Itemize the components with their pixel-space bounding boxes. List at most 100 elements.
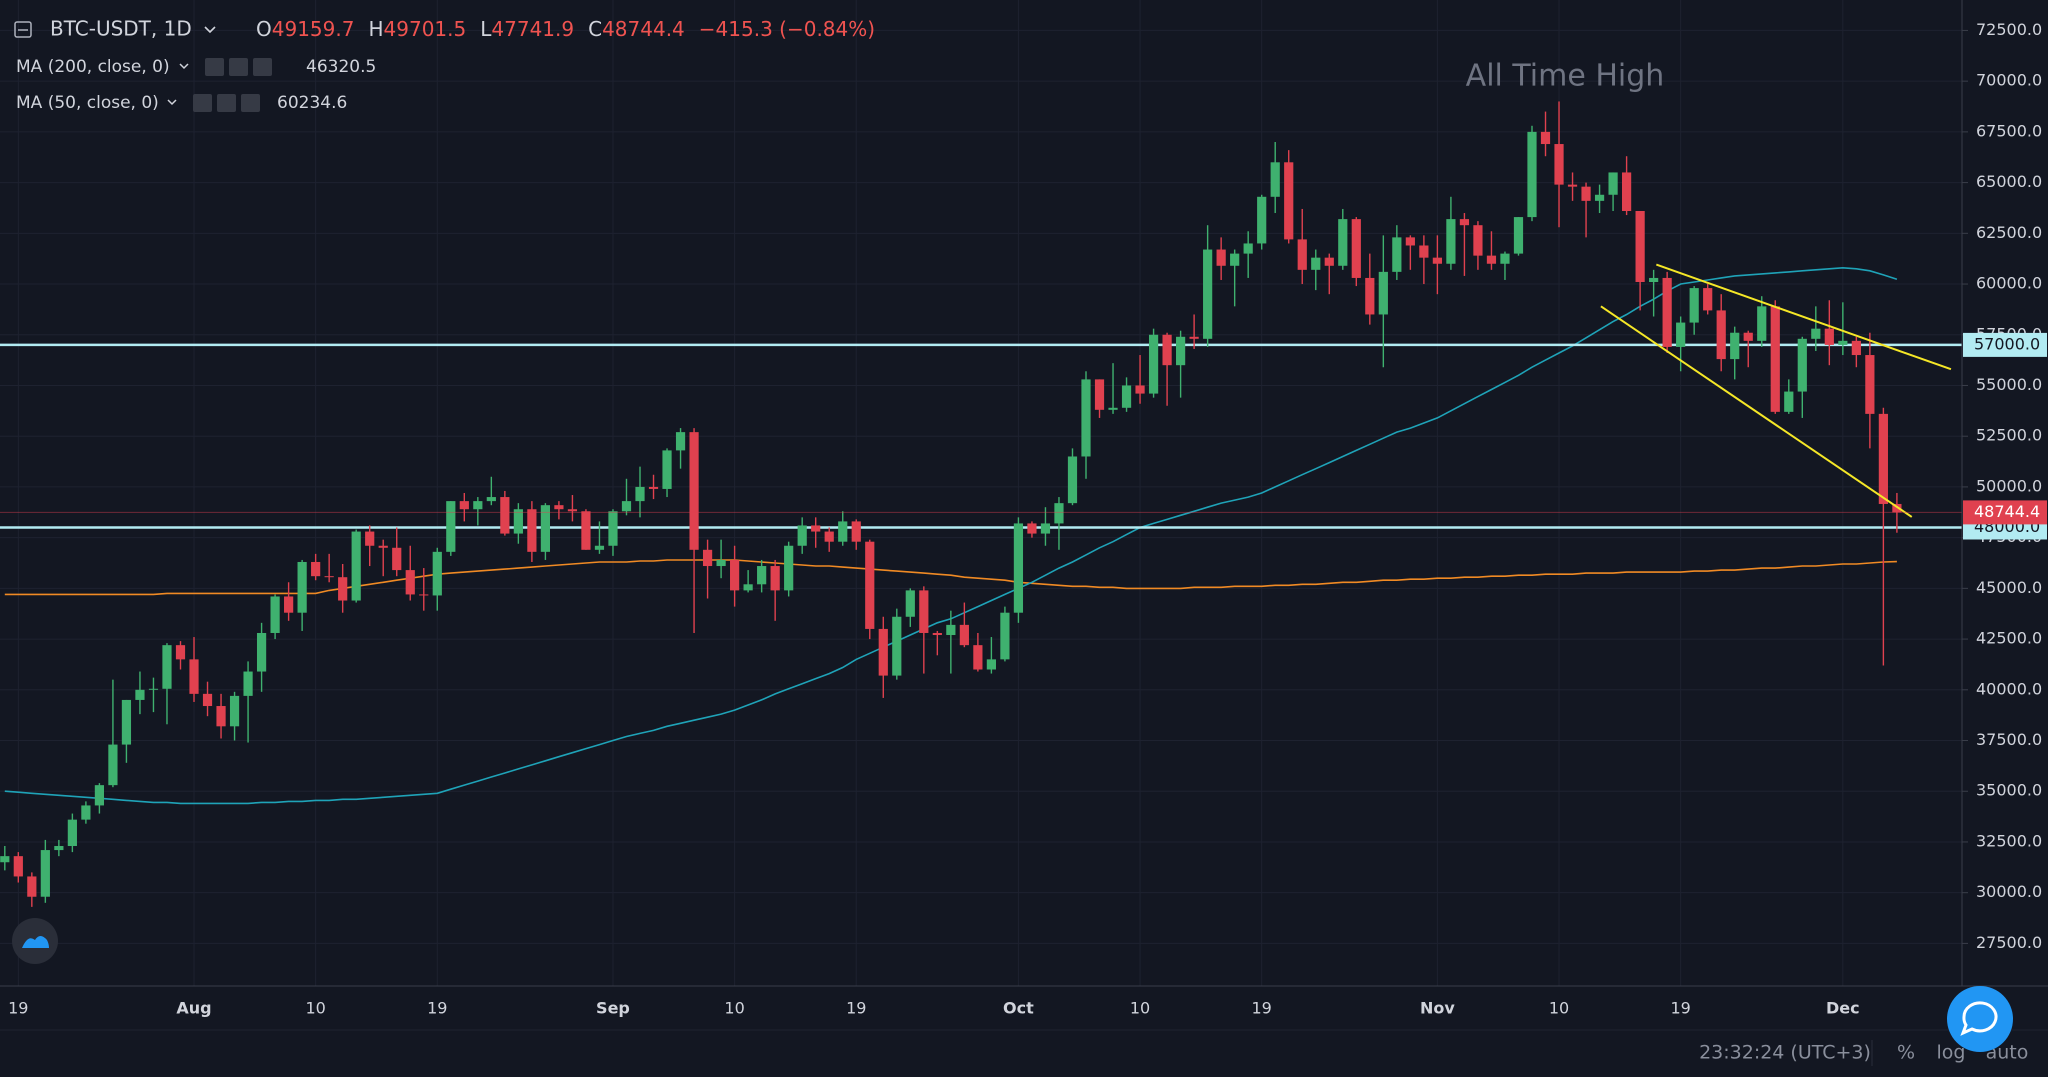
candle-body (1851, 340, 1861, 356)
clock: 23:32:24 (UTC+3) (1699, 1042, 1871, 1064)
candle-body (1730, 332, 1740, 360)
last-price-badge (1963, 500, 2047, 525)
candle-body (594, 545, 605, 550)
log-button[interactable]: log (1937, 1042, 1966, 1064)
y-tick-label: 45000.0 (1976, 578, 2042, 597)
ma-value: 60234.6 (277, 93, 347, 113)
candle-body (365, 531, 375, 546)
percent-button[interactable]: % (1897, 1042, 1915, 1064)
candle-body (297, 561, 307, 613)
candle-body (256, 632, 267, 672)
candle-body (1567, 184, 1578, 187)
candle-body (1311, 257, 1321, 270)
candle-body (1176, 336, 1186, 366)
candle-body (202, 693, 213, 707)
candle-body (919, 590, 929, 633)
candle-body (1838, 340, 1848, 345)
candle-body (148, 688, 159, 690)
candle-body (1040, 523, 1051, 534)
x-tick-label: 10 (724, 999, 744, 1018)
candle-body (270, 596, 280, 633)
ohlc-label: C (588, 17, 602, 41)
candle-body (175, 645, 186, 660)
candle-body (446, 501, 456, 552)
candle-body (621, 501, 632, 512)
close-value: 48744.4 (602, 17, 685, 41)
candle-body (675, 432, 686, 451)
y-tick-label: 72500.0 (1976, 20, 2042, 39)
open-value: 49159.7 (272, 17, 355, 41)
price-line-label: 57000.0 (1974, 334, 2040, 353)
candle-body (1446, 219, 1456, 264)
candle-body (838, 521, 848, 542)
y-tick-label: 27500.0 (1976, 933, 2042, 952)
candle-body (730, 559, 740, 591)
candle-body (108, 744, 118, 786)
ma-legend-name[interactable]: MA (50, close, 0) (16, 93, 159, 113)
x-tick-label: Dec (1826, 999, 1860, 1018)
candle-body (1027, 523, 1037, 534)
candle-body (1635, 210, 1645, 283)
candle-body (1784, 391, 1794, 412)
candle-body (1608, 172, 1618, 195)
ma-dropdown[interactable] (167, 99, 177, 106)
candle-body (162, 645, 172, 689)
y-tick-label: 70000.0 (1976, 71, 2042, 90)
candle-body (1081, 379, 1091, 457)
candle-body (81, 805, 91, 820)
candle-body (40, 850, 50, 897)
x-tick-label: Nov (1420, 999, 1455, 1018)
candle-body (702, 549, 713, 567)
candle-body (851, 521, 861, 542)
y-tick-label: 62500.0 (1976, 223, 2042, 242)
candle-body (1094, 379, 1105, 410)
candle-body (540, 505, 550, 552)
candle-body (567, 509, 578, 512)
candle-body (378, 545, 388, 548)
x-tick-label: 19 (1252, 999, 1272, 1018)
ma-legend-name[interactable]: MA (200, close, 0) (16, 57, 170, 77)
x-tick-label: 19 (1670, 999, 1690, 1018)
candle-body (1824, 328, 1834, 345)
eye-icon[interactable] (193, 94, 212, 112)
ohlc-label: H (368, 17, 383, 41)
candle-body (473, 501, 483, 510)
candle-body (797, 525, 807, 546)
ma-dropdown[interactable] (179, 63, 189, 70)
candle-body (1405, 237, 1415, 246)
candle-body (1716, 310, 1726, 360)
candle-body (54, 846, 64, 851)
symbol[interactable]: BTC-USDT, 1D (50, 17, 192, 41)
settings-icon[interactable] (229, 58, 248, 76)
last-price-label: 48744.4 (1974, 502, 2040, 521)
candle-body (419, 594, 429, 596)
remove-icon[interactable] (241, 94, 260, 112)
candle-body (973, 645, 983, 670)
chat-button[interactable] (1947, 986, 2013, 1052)
candle-body (1622, 172, 1632, 211)
y-tick-label: 67500.0 (1976, 121, 2042, 140)
candle-body (243, 671, 253, 696)
candle-body (1473, 225, 1483, 256)
candle-body (1878, 413, 1888, 504)
plot (0, 101, 1962, 907)
logo-mark (22, 936, 49, 948)
eye-icon[interactable] (205, 58, 224, 76)
candle-body (67, 819, 77, 847)
candle-body (1338, 219, 1348, 266)
collapse-icon[interactable] (14, 21, 32, 38)
candle-body (1243, 243, 1253, 254)
candle-body (784, 545, 794, 591)
candle-body (486, 497, 496, 502)
candle-body (743, 584, 753, 591)
remove-icon[interactable] (253, 58, 272, 76)
candle-body (1148, 334, 1159, 394)
candle-body (1284, 162, 1294, 240)
ohlc-label: O (256, 17, 272, 41)
candle-body (1540, 131, 1551, 145)
symbol-dropdown[interactable] (204, 26, 216, 34)
chat-icon (1960, 1001, 1998, 1036)
settings-icon[interactable] (217, 94, 236, 112)
